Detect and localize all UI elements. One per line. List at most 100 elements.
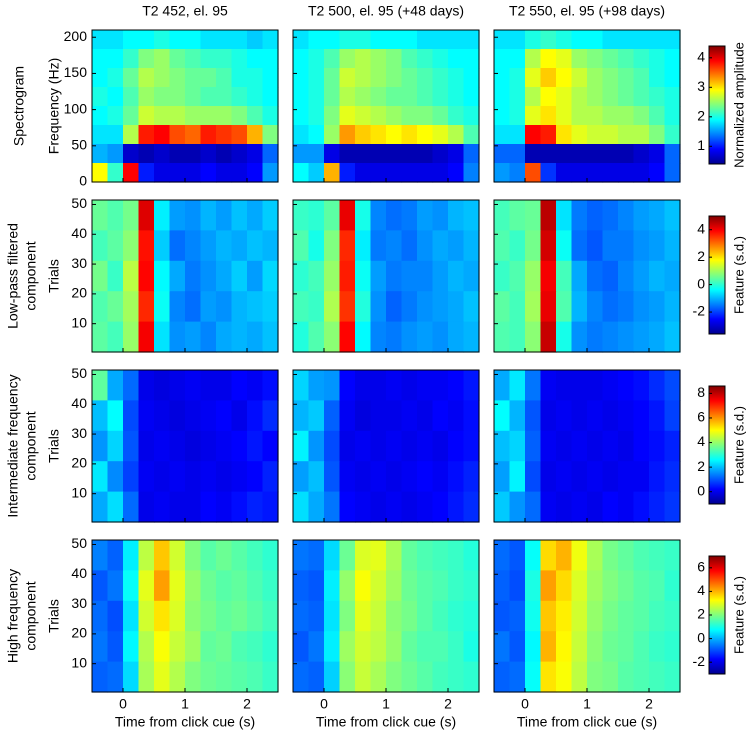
heatmap-cell [525, 87, 542, 107]
heatmap-cell [123, 321, 140, 353]
heatmap-cell [664, 200, 681, 231]
heatmap-cell [649, 491, 666, 523]
heatmap-cell [448, 370, 465, 401]
heatmap-cell [556, 370, 573, 401]
heatmap-cell [339, 321, 356, 353]
heatmap-cell [262, 570, 279, 602]
heatmap-cell [247, 163, 264, 183]
heatmap-cell [448, 106, 465, 126]
heatmap-cell [386, 291, 403, 323]
heatmap-cell [494, 600, 511, 632]
heatmap-cell [432, 125, 449, 145]
heatmap-cell [200, 540, 217, 571]
heatmap-cell [587, 370, 604, 401]
heatmap-cell [185, 144, 202, 164]
heatmap-cell [308, 600, 325, 632]
heatmap-cell [355, 321, 372, 353]
heatmap-cell [587, 430, 604, 462]
heatmap-cell [185, 661, 202, 693]
heatmap-cell [324, 200, 341, 231]
heatmap-cell [540, 144, 557, 164]
row-label: High frequency [5, 569, 21, 663]
heatmap-cell [262, 200, 279, 231]
heatmap-cell [649, 200, 666, 231]
heatmap-cell [417, 570, 434, 602]
heatmap-cell [247, 30, 264, 50]
heatmap-cell [247, 87, 264, 107]
heatmap-cell [463, 540, 480, 571]
heatmap-cell [417, 230, 434, 262]
heatmap-cell [154, 400, 171, 432]
heatmap-cell [509, 430, 526, 462]
heatmap-cell [324, 49, 341, 69]
heatmap-cell [370, 49, 387, 69]
heatmap-cell [308, 125, 325, 145]
heatmap-cell [293, 230, 310, 262]
heatmap-cell [494, 49, 511, 69]
heatmap-cell [571, 430, 588, 462]
heatmap-cell [92, 163, 109, 183]
heatmap-cell [216, 600, 233, 632]
y-tick-label: 10 [71, 654, 87, 670]
heatmap-cell [386, 540, 403, 571]
heatmap-cell [432, 30, 449, 50]
heatmap-cell [216, 163, 233, 183]
heatmap-cell [324, 163, 341, 183]
heatmap-cell [92, 570, 109, 602]
heatmap-cell [107, 163, 124, 183]
heatmap-cell [231, 106, 248, 126]
heatmap-cell [556, 106, 573, 126]
heatmap-cell [355, 430, 372, 462]
x-tick-label: 2 [645, 696, 653, 712]
heatmap-cell [293, 125, 310, 145]
heatmap-cell [231, 321, 248, 353]
heatmap-cell [525, 461, 542, 493]
heatmap-cell [525, 106, 542, 126]
heatmap-cell [339, 570, 356, 602]
heatmap-cell [633, 125, 650, 145]
heatmap-cell [247, 491, 264, 523]
heatmap-cell [432, 400, 449, 432]
heatmap-cell [417, 631, 434, 663]
heatmap-cell [587, 230, 604, 262]
heatmap-cell [417, 291, 434, 323]
heatmap-cell [494, 87, 511, 107]
heatmap-cell [540, 661, 557, 693]
heatmap-cell [664, 49, 681, 69]
y-tick-label: 20 [71, 285, 87, 301]
heatmap-cell [386, 260, 403, 292]
heatmap-cell [386, 370, 403, 401]
heatmap-cell [525, 491, 542, 523]
heatmap-cell [509, 540, 526, 571]
heatmap-cell [185, 163, 202, 183]
x-tick-label: 1 [382, 696, 390, 712]
heatmap-cell [169, 230, 186, 262]
heatmap-cell [107, 260, 124, 292]
heatmap-cell [633, 400, 650, 432]
heatmap-cell [556, 430, 573, 462]
x-axis-label: Time from click cue (s) [517, 714, 657, 730]
heatmap-cell [355, 461, 372, 493]
heatmap-cell [494, 68, 511, 88]
heatmap-cell [355, 400, 372, 432]
heatmap-cell [200, 87, 217, 107]
heatmap-cell [123, 661, 140, 693]
heatmap-cell [664, 661, 681, 693]
x-axis-label: Time from click cue (s) [115, 714, 255, 730]
heatmap-cell [401, 68, 418, 88]
heatmap-cell [494, 200, 511, 231]
heatmap-cell [200, 49, 217, 69]
heatmap-cell [185, 600, 202, 632]
heatmap-cell [216, 87, 233, 107]
heatmap-cell [602, 631, 619, 663]
heatmap-cell [231, 291, 248, 323]
heatmap-cell [432, 106, 449, 126]
heatmap-cell [262, 491, 279, 523]
heatmap-cell [417, 430, 434, 462]
heatmap-cell [602, 491, 619, 523]
heatmap-cell [618, 260, 635, 292]
heatmap-cell [154, 291, 171, 323]
heatmap-cell [664, 230, 681, 262]
heatmap-cell [432, 200, 449, 231]
heatmap-cell [308, 68, 325, 88]
